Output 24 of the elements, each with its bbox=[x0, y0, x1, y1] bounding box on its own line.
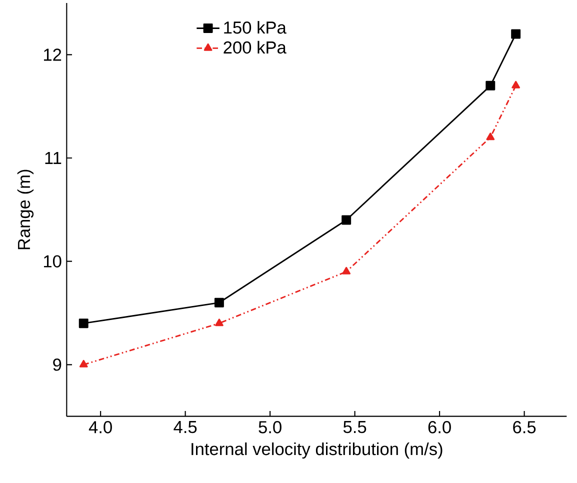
x-tick-label: 6.5 bbox=[513, 421, 536, 434]
point bbox=[215, 318, 224, 326]
x-tick-label: 4.0 bbox=[88, 421, 112, 434]
point bbox=[486, 132, 495, 140]
x-tick-label: 6.0 bbox=[428, 421, 451, 434]
x-axis-title: Internal velocity distribution (m/s) bbox=[192, 442, 442, 459]
x-tick-label: 5.5 bbox=[343, 421, 366, 434]
y-tick-label: 10 bbox=[44, 255, 62, 268]
legend-label: 150 kPa bbox=[224, 20, 286, 34]
point bbox=[78, 318, 88, 328]
point bbox=[512, 80, 520, 88]
point bbox=[511, 29, 521, 39]
point bbox=[342, 215, 352, 225]
y-tick-label: 11 bbox=[45, 152, 62, 164]
point bbox=[486, 80, 496, 90]
legend-label: 200 kPa bbox=[224, 40, 286, 54]
x-tick-label: 4.5 bbox=[174, 421, 197, 434]
y-axis-title: Range (m) bbox=[17, 170, 34, 250]
y-tick-label: 9 bbox=[53, 358, 62, 371]
point bbox=[214, 298, 224, 308]
point bbox=[342, 266, 351, 274]
y-tick-label: 12 bbox=[44, 48, 62, 61]
x-tick-label: 5.0 bbox=[258, 421, 282, 434]
point bbox=[79, 360, 88, 368]
